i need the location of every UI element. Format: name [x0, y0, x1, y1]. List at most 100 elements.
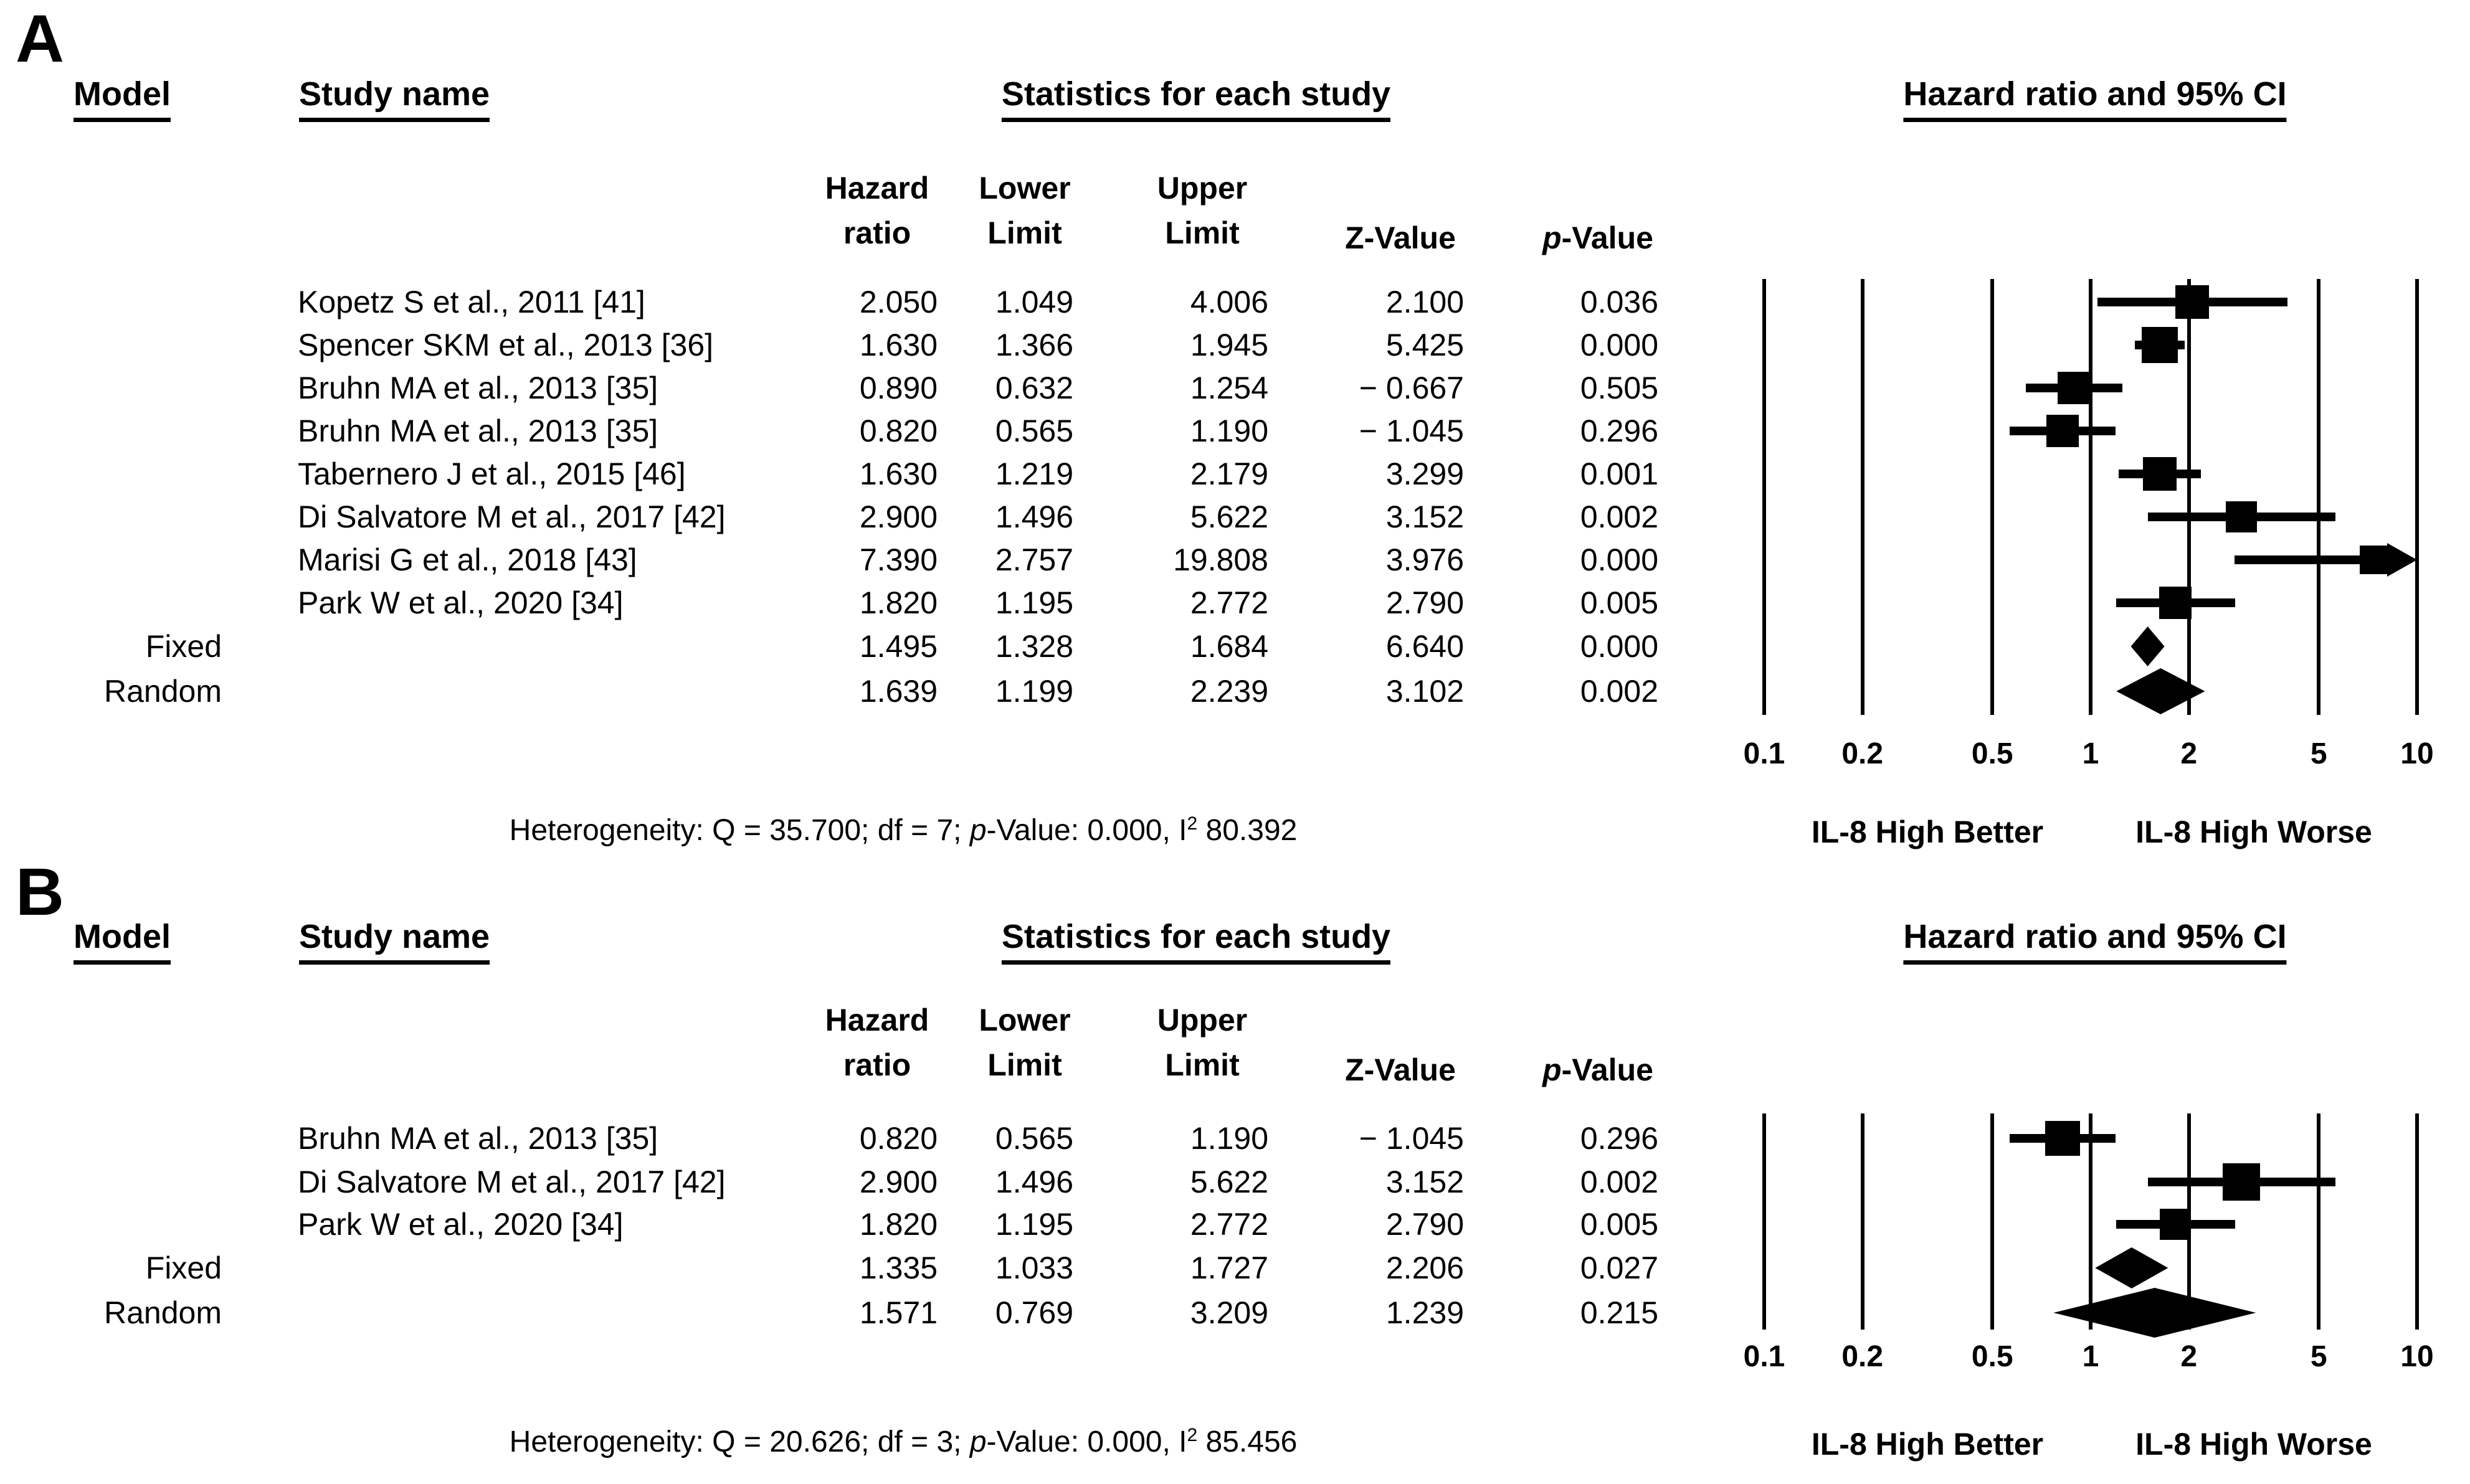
cell-model: Random	[104, 674, 222, 709]
forest-square	[2046, 415, 2079, 447]
model-header-text: Model	[74, 918, 171, 965]
cell-hazard-ratio: 1.630	[859, 328, 938, 362]
stats-header-text: Statistics for each study	[1001, 918, 1391, 965]
cell-upper-limit: 1.190	[1190, 414, 1268, 448]
cell-study-name: Tabernero J et al., 2015 [46]	[298, 456, 686, 491]
panel-b-label: B	[16, 854, 64, 929]
cell-model: Fixed	[145, 1250, 222, 1285]
hazard-line1: Hazard	[825, 1003, 929, 1037]
cell-upper-limit: 1.684	[1190, 629, 1268, 664]
cell-hazard-ratio: 1.639	[859, 674, 938, 709]
study-row: Park W et al., 2020 [34] 1.820 1.195 2.772 2…	[0, 1206, 2470, 1242]
cell-z-value: − 1.045	[1359, 414, 1464, 448]
cell-p-value: 0.002	[1580, 499, 1658, 534]
cell-z-value: 2.206	[1385, 1250, 1464, 1285]
forest-square	[2223, 1163, 2261, 1201]
tick-label-1: 1	[2082, 1340, 2099, 1373]
cell-upper-limit: 19.808	[1173, 542, 1268, 577]
model-header-text: Model	[74, 75, 171, 122]
cell-hazard-ratio: 2.900	[859, 499, 938, 534]
forest-square	[2226, 501, 2258, 532]
study-row: Park W et al., 2020 [34] 1.820 1.195 2.772 2…	[0, 585, 2470, 621]
cell-p-value: 0.036	[1580, 285, 1658, 319]
z-header-text: Z-Value	[1345, 220, 1456, 255]
cell-study-name: Park W et al., 2020 [34]	[298, 1207, 624, 1242]
study-row: Spencer SKM et al., 2013 [36] 1.630 1.366 1…	[0, 327, 2470, 363]
cell-hazard-ratio: 1.820	[859, 585, 938, 620]
cell-z-value: 6.640	[1385, 629, 1464, 664]
cell-hazard-ratio: 0.820	[859, 414, 938, 448]
gridline-5	[2317, 1113, 2321, 1330]
cell-z-value: 2.790	[1385, 585, 1464, 620]
gridline-1	[2089, 279, 2092, 715]
summary-row: Fixed 1.335 1.033 1.727 2.206 0.027	[0, 1250, 2470, 1286]
cell-z-value: 3.976	[1385, 542, 1464, 577]
z-value-column-header-b: Z-Value	[1288, 1047, 1513, 1092]
cell-p-value: 0.005	[1580, 1207, 1658, 1242]
tick-label-5: 5	[2310, 737, 2327, 770]
gridline-5	[2317, 279, 2321, 715]
p-header-text: p-Value	[1542, 220, 1653, 255]
tick-label-10: 10	[2400, 737, 2434, 770]
forest-plot-area-b	[1762, 1113, 2419, 1338]
column-header-study-b: Study name	[299, 915, 490, 965]
cell-z-value: 3.102	[1385, 674, 1464, 709]
cell-p-value: 0.000	[1580, 328, 1658, 362]
tick-label-5: 5	[2310, 1340, 2327, 1373]
lower-line2: Limit	[987, 1047, 1062, 1082]
plot-title-a: Hazard ratio and 95% CI	[1903, 72, 2287, 122]
cell-upper-limit: 4.006	[1190, 285, 1268, 319]
cell-lower-limit: 0.769	[995, 1295, 1073, 1330]
z-value-column-header-a: Z-Value	[1288, 215, 1513, 260]
cell-p-value: 0.002	[1580, 674, 1658, 709]
panel-a-label: A	[16, 1, 64, 76]
cell-p-value: 0.296	[1580, 414, 1658, 448]
gridline-0.1	[1762, 1113, 1766, 1330]
cell-z-value: − 1.045	[1359, 1121, 1464, 1156]
cell-lower-limit: 1.328	[995, 629, 1073, 664]
cell-z-value: 3.299	[1385, 456, 1464, 491]
cell-upper-limit: 1.727	[1190, 1250, 1268, 1285]
p-header-text: p-Value	[1542, 1052, 1653, 1087]
cell-study-name: Di Salvatore M et al., 2017 [42]	[298, 499, 726, 534]
cell-lower-limit: 1.496	[995, 499, 1073, 534]
column-header-model-b: Model	[74, 915, 171, 965]
gridline-2	[2187, 279, 2191, 715]
cell-upper-limit: 1.254	[1190, 371, 1268, 405]
lower-line1: Lower	[979, 1003, 1071, 1037]
tick-label-0.2: 0.2	[1841, 1340, 1884, 1373]
study-row: Bruhn MA et al., 2013 [35] 0.820 0.565 1.19…	[0, 1120, 2470, 1156]
direction-label-right-b: IL-8 High Worse	[2135, 1427, 2372, 1462]
cell-hazard-ratio: 1.495	[859, 629, 938, 664]
column-header-model-a: Model	[74, 72, 171, 122]
hazard-line2: ratio	[843, 1047, 911, 1082]
study-row: Kopetz S et al., 2011 [41] 2.050 1.049 4.00…	[0, 284, 2470, 320]
cell-upper-limit: 2.179	[1190, 456, 1268, 491]
forest-plot-area-a	[1762, 279, 2419, 715]
cell-p-value: 0.505	[1580, 371, 1658, 405]
upper-limit-column-header-a: Upper Limit	[1090, 166, 1314, 255]
cell-z-value: 2.790	[1385, 1207, 1464, 1242]
tick-label-0.1: 0.1	[1743, 1340, 1785, 1373]
study-row: Bruhn MA et al., 2013 [35] 0.820 0.565 1.19…	[0, 413, 2470, 449]
cell-hazard-ratio: 1.571	[859, 1295, 938, 1330]
tick-label-0.1: 0.1	[1743, 737, 1785, 770]
plot-title-text: Hazard ratio and 95% CI	[1903, 918, 2287, 965]
hazard-line2: ratio	[843, 215, 911, 250]
cell-study-name: Park W et al., 2020 [34]	[298, 585, 624, 620]
cell-hazard-ratio: 2.050	[859, 285, 938, 319]
tick-label-0.2: 0.2	[1841, 737, 1884, 770]
summary-row: Random 1.639 1.199 2.239 3.102 0.002	[0, 673, 2470, 709]
study-row: Tabernero J et al., 2015 [46] 1.630 1.219 2…	[0, 456, 2470, 492]
forest-square	[2142, 327, 2178, 363]
plot-title-b: Hazard ratio and 95% CI	[1903, 915, 2287, 965]
z-header-text: Z-Value	[1345, 1052, 1456, 1087]
cell-study-name: Bruhn MA et al., 2013 [35]	[298, 371, 658, 405]
cell-upper-limit: 5.622	[1190, 499, 1268, 534]
summary-diamond-fixed	[2130, 626, 2165, 666]
cell-p-value: 0.296	[1580, 1121, 1658, 1156]
cell-lower-limit: 1.049	[995, 285, 1073, 319]
upper-limit-column-header-b: Upper Limit	[1090, 998, 1314, 1087]
tick-label-2: 2	[2180, 737, 2198, 770]
